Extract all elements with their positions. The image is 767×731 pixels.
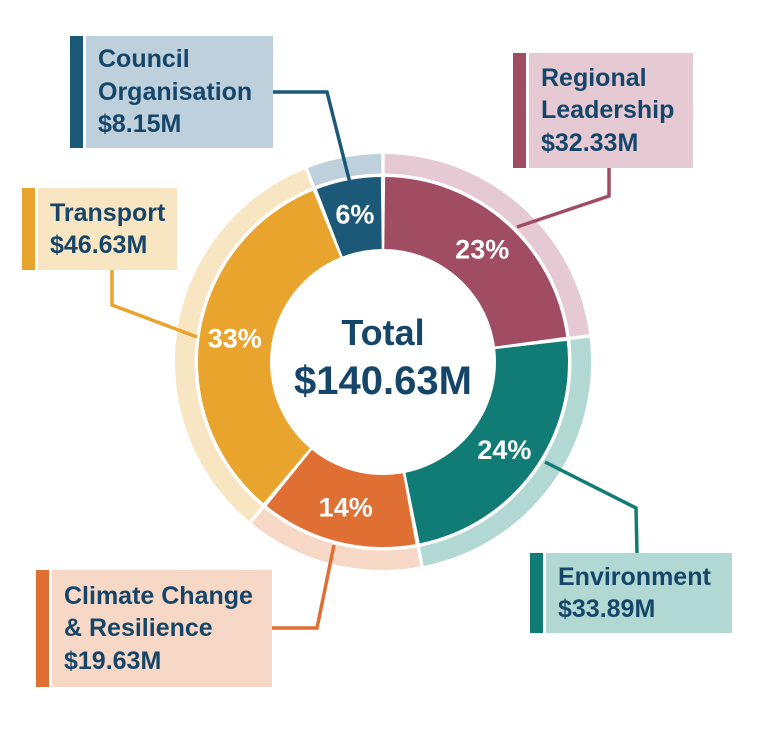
callout-environment: Environment $33.89M [530, 553, 732, 633]
percent-label-environment: 24% [477, 435, 531, 465]
callout-body-transport: Transport $46.63M [38, 188, 178, 270]
callout-body-regional: Regional Leadership $32.33M [529, 53, 693, 168]
percent-label-regional-leadership: 23% [455, 235, 509, 265]
center-total-value: $140.63M [294, 359, 472, 403]
callout-body-council: Council Organisation $8.15M [86, 36, 273, 148]
connector-environment [544, 460, 639, 554]
segment-council-organisation [316, 177, 382, 257]
callout-title-line: Climate Change [64, 581, 253, 610]
callout-title-line: Leadership [541, 96, 675, 125]
callout-title-line: & Resilience [64, 614, 213, 643]
center-total-label: Total [341, 312, 424, 353]
callout-climate-change-resilience: Climate Change & Resilience $19.63M [36, 570, 272, 687]
outer-ring-transport [175, 169, 313, 522]
segment-environment [405, 340, 568, 544]
percent-label-transport: 33% [208, 324, 262, 354]
callout-body-climate: Climate Change & Resilience $19.63M [52, 570, 272, 687]
outer-ring-regional-leadership [384, 154, 590, 337]
connector-council-organisation [273, 90, 352, 184]
donut-rings [175, 154, 592, 570]
callout-amount: $8.15M [98, 110, 182, 139]
callout-council-organisation: Council Organisation $8.15M [70, 36, 273, 148]
callout-amount: $19.63M [64, 646, 162, 675]
callout-body-environment: Environment $33.89M [546, 553, 732, 633]
callout-connector-lines [110, 90, 639, 630]
connector-climate-change-resilience [272, 544, 336, 630]
callout-amount: $32.33M [541, 128, 639, 157]
outer-ring-environment [419, 337, 592, 566]
callout-title-line: Regional [541, 63, 647, 92]
connector-regional-leadership [516, 168, 611, 229]
callout-amount: $33.89M [558, 595, 656, 623]
callout-color-bar-environment [530, 553, 543, 633]
segment-transport [198, 190, 341, 504]
callout-title-line: Environment [558, 562, 711, 591]
segment-climate-change-resilience [266, 449, 416, 548]
callout-amount: $46.63M [50, 231, 148, 259]
callout-transport: Transport $46.63M [22, 188, 178, 270]
callout-title-line: Organisation [98, 77, 253, 106]
callout-color-bar-climate [36, 570, 49, 687]
callout-color-bar-transport [22, 188, 35, 270]
percent-label-climate-change-resilience: 14% [319, 492, 373, 522]
callout-regional-leadership: Regional Leadership $32.33M [513, 53, 693, 168]
callout-title-line: Transport [50, 198, 166, 227]
callout-color-bar-regional [513, 53, 526, 168]
callout-color-bar-council [70, 36, 83, 148]
outer-ring-climate-change-resilience [251, 508, 421, 570]
segment-regional-leadership [384, 177, 567, 347]
callout-title-line: Council [98, 45, 190, 74]
percent-label-council-organisation: 6% [335, 200, 374, 230]
outer-ring-council-organisation [308, 154, 382, 187]
connector-transport [110, 270, 198, 339]
percent-labels: 23% 24% 14% 33% 6% [208, 200, 532, 523]
